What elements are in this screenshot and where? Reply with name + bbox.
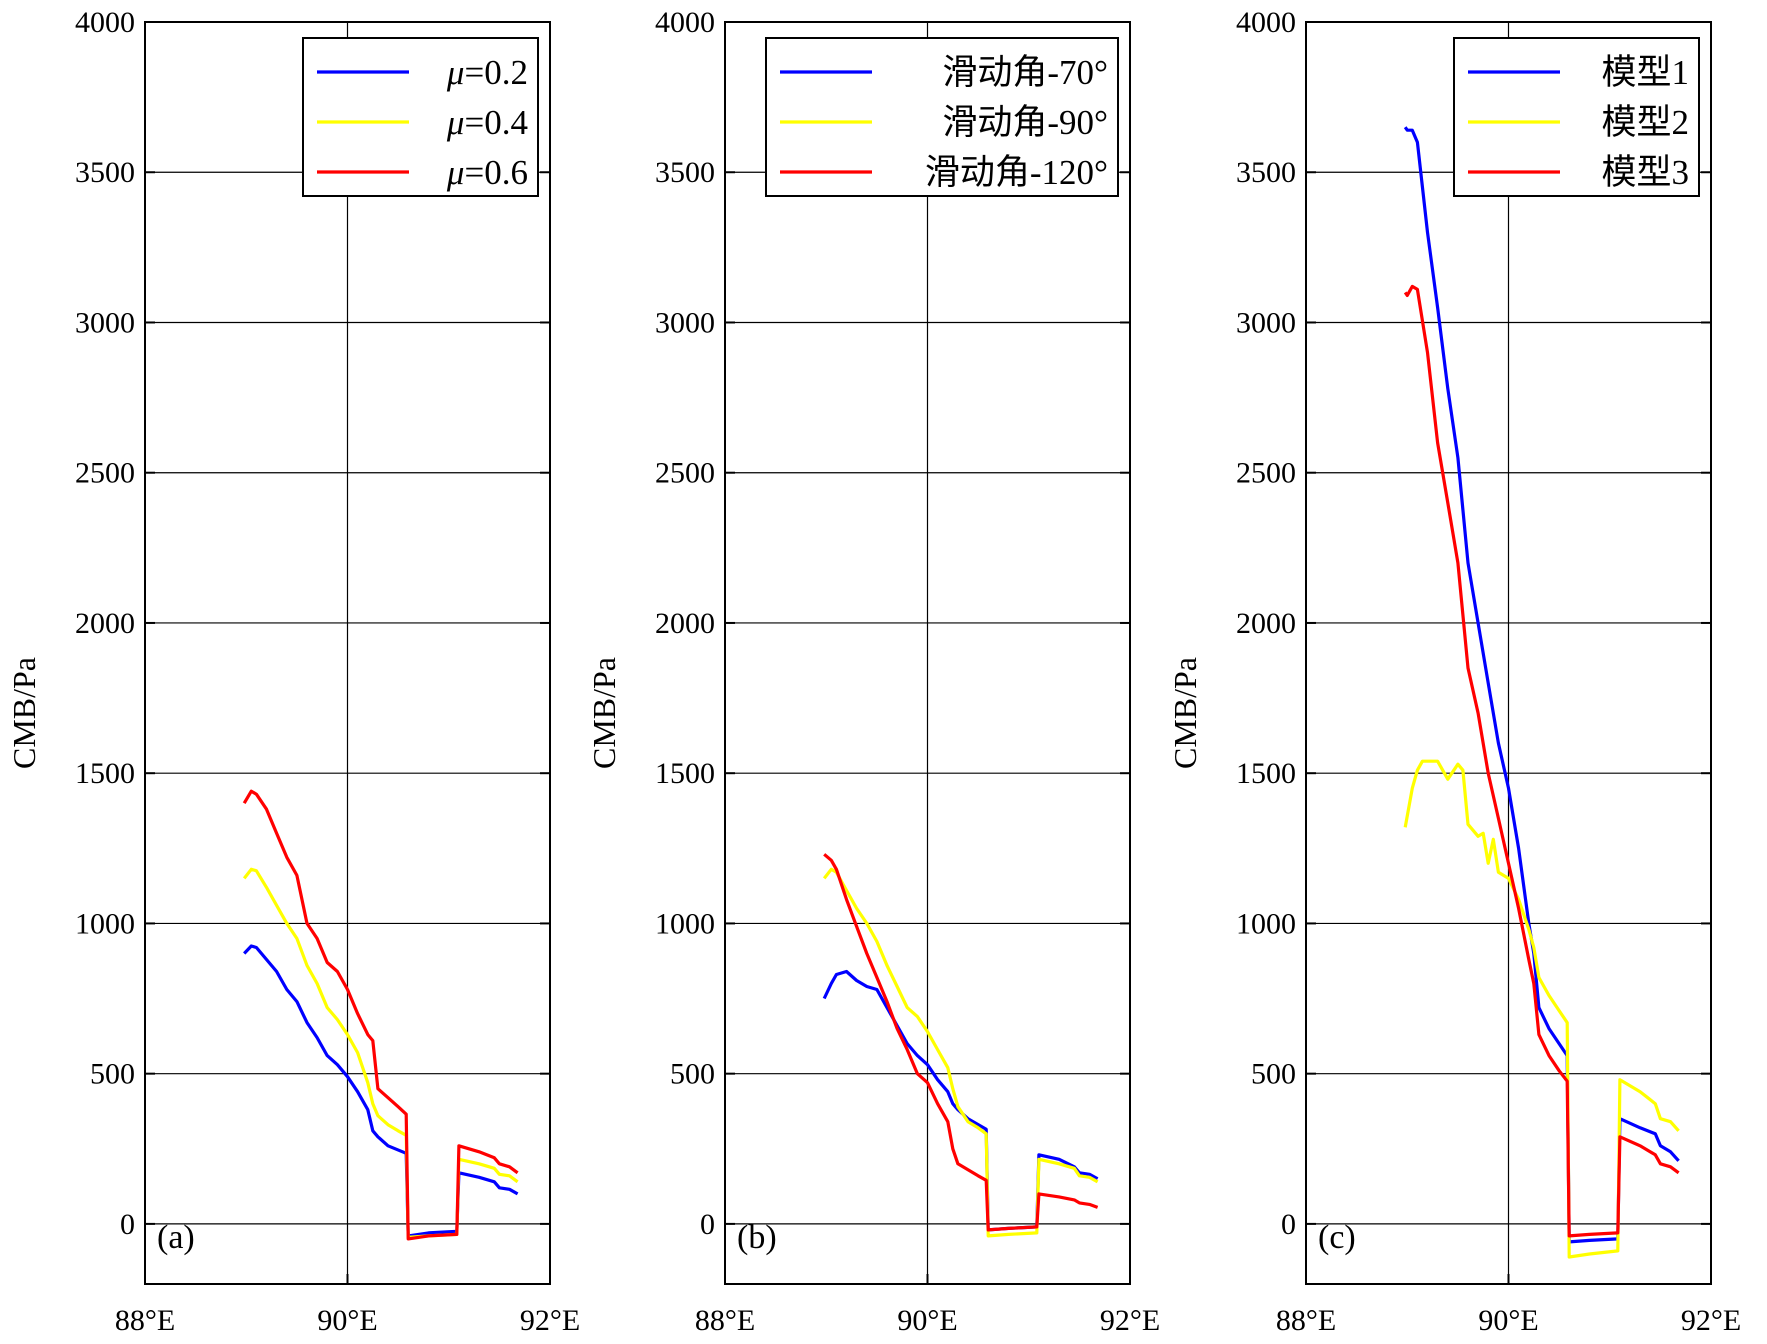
chart-panel-2: 0 500 1000 1500 2000 2500 3000 3500 4000 88°E 90°E… xyxy=(586,6,1160,1337)
series-line-2 xyxy=(242,867,519,1239)
legend-box xyxy=(302,37,539,197)
y-tick-label: 0 xyxy=(120,1208,135,1241)
y-tick-label: 1500 xyxy=(75,757,135,790)
y-tick-label: 1500 xyxy=(655,757,715,790)
series-line-3 xyxy=(823,853,1099,1232)
y-tick-label: 3500 xyxy=(75,156,135,189)
series-line-1 xyxy=(822,969,1099,1232)
legend-entry-2: 模型2 xyxy=(1601,103,1689,142)
y-tick-label: 1000 xyxy=(655,907,715,940)
y-axis-label: CMB/Pa xyxy=(1167,657,1203,769)
y-tick-label: 2000 xyxy=(75,607,135,640)
legend-entry-value: =0.4 xyxy=(465,103,529,142)
y-tick-label: 3500 xyxy=(655,156,715,189)
x-tick-label: 92°E xyxy=(520,1304,580,1337)
legend-entry-value: =0.6 xyxy=(465,153,529,192)
y-axis-label: CMB/Pa xyxy=(6,657,42,769)
y-tick-label: 2000 xyxy=(655,607,715,640)
y-tick-label: 1000 xyxy=(75,907,135,940)
y-tick-label: 0 xyxy=(700,1208,715,1241)
x-tick-label: 88°E xyxy=(115,1304,175,1337)
legend-entry-2: μ=0.4 xyxy=(446,103,528,142)
panel-label: (b) xyxy=(737,1219,777,1256)
y-tick-label: 4000 xyxy=(655,6,715,39)
legend-entry-1: 模型1 xyxy=(1601,53,1689,92)
chart-panel-3: 0 500 1000 1500 2000 2500 3000 3500 4000 88°E 90°E… xyxy=(1167,6,1741,1337)
y-tick-label: 500 xyxy=(90,1058,135,1091)
y-tick-label: 3000 xyxy=(75,306,135,339)
legend-entry-1: μ=0.2 xyxy=(446,53,528,92)
y-tick-label: 1000 xyxy=(1236,907,1296,940)
series-line-3 xyxy=(1403,284,1680,1238)
series-line-3 xyxy=(242,789,519,1241)
legend: 模型1 模型2 模型3 xyxy=(1453,37,1700,197)
legend-entry-2: 滑动角-90° xyxy=(942,103,1108,142)
legend: 滑动角-70° 滑动角-90° 滑动角-120° xyxy=(765,37,1119,197)
x-tick-label: 90°E xyxy=(1478,1304,1538,1337)
legend-entry-symbol: μ xyxy=(446,53,465,92)
x-tick-label: 90°E xyxy=(317,1304,377,1337)
y-tick-label: 4000 xyxy=(1236,6,1296,39)
x-tick-label: 92°E xyxy=(1100,1304,1160,1337)
y-tick-label: 3000 xyxy=(1236,306,1296,339)
x-tick-label: 88°E xyxy=(695,1304,755,1337)
legend-box xyxy=(765,37,1119,197)
y-tick-label: 2000 xyxy=(1236,607,1296,640)
legend-entry-symbol: μ xyxy=(446,153,465,192)
x-tick-label: 92°E xyxy=(1681,1304,1741,1337)
series-line-2 xyxy=(1403,759,1680,1259)
y-tick-label: 2500 xyxy=(1236,457,1296,490)
legend-entry-3: 滑动角-120° xyxy=(925,153,1108,192)
y-tick-label: 3000 xyxy=(655,306,715,339)
legend-entry-value: =0.2 xyxy=(465,53,529,92)
legend-box xyxy=(1453,37,1700,197)
chart-panel-1: 0 500 1000 1500 2000 2500 3000 3500 4000 88°E 90°E… xyxy=(6,6,580,1337)
y-axis-label: CMB/Pa xyxy=(586,657,622,769)
y-tick-label: 500 xyxy=(1251,1058,1296,1091)
y-tick-label: 500 xyxy=(670,1058,715,1091)
legend-entry-3: 模型3 xyxy=(1601,153,1689,192)
x-tick-label: 90°E xyxy=(897,1304,957,1337)
y-tick-label: 2500 xyxy=(75,457,135,490)
legend: μ=0.2μ=0.4μ=0.6 xyxy=(302,37,539,197)
series-line-1 xyxy=(1403,126,1680,1244)
panel-label: (a) xyxy=(157,1219,195,1256)
y-tick-label: 4000 xyxy=(75,6,135,39)
series-line-1 xyxy=(243,944,519,1238)
series-line-2 xyxy=(822,867,1099,1238)
legend-entry-symbol: μ xyxy=(446,103,465,142)
y-tick-label: 3500 xyxy=(1236,156,1296,189)
legend-entry-3: μ=0.6 xyxy=(446,153,528,192)
panel-label: (c) xyxy=(1318,1219,1356,1256)
y-tick-label: 2500 xyxy=(655,457,715,490)
legend-entry-1: 滑动角-70° xyxy=(942,53,1108,92)
y-tick-label: 0 xyxy=(1281,1208,1296,1241)
x-tick-label: 88°E xyxy=(1276,1304,1336,1337)
y-tick-label: 1500 xyxy=(1236,757,1296,790)
